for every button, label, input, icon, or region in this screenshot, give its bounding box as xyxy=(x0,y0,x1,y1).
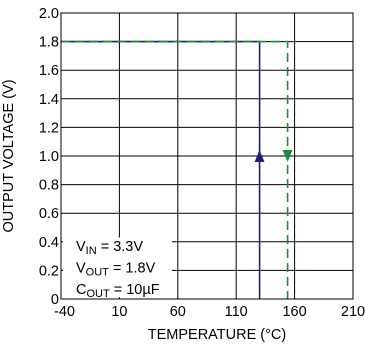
y-tick-label: 0.2 xyxy=(39,263,59,279)
y-tick-label: 1.6 xyxy=(39,63,59,79)
series-line-2 xyxy=(61,40,289,299)
series-layer xyxy=(61,40,293,299)
y-tick-label: 1.8 xyxy=(39,35,59,51)
y-tick-label: 1.4 xyxy=(39,92,59,108)
x-tick-label: -40 xyxy=(54,304,75,320)
x-tick-label: 160 xyxy=(282,304,306,320)
x-tick-label: 60 xyxy=(170,304,186,320)
series-arrow-1 xyxy=(254,150,265,162)
conditions-box: VIN = 3.3V VOUT = 1.8V COUT = 10µF xyxy=(63,237,172,300)
y-tick-label: 0.4 xyxy=(39,235,59,251)
y-tick-label: 2.0 xyxy=(39,6,59,22)
x-tick-label: 10 xyxy=(111,304,127,320)
tick-labels: -40 10 60 110 160 210 0 0.2 0.4 0.6 0.8 1.0 1.2 1.4 1.… xyxy=(39,6,365,320)
series-arrow-2 xyxy=(282,150,293,162)
conditions-box-bg xyxy=(63,237,172,297)
y-tick-label: 0.6 xyxy=(39,206,59,222)
condition-label: VOUT = 1.8V xyxy=(76,261,156,279)
y-tick-label: 1.2 xyxy=(39,120,59,136)
plot-frame xyxy=(60,12,354,300)
y-tick-label: 1.0 xyxy=(39,149,59,165)
condition-label: VIN = 3.3V xyxy=(76,239,143,257)
x-tick-label: 210 xyxy=(341,304,365,320)
condition-label: COUT = 10µF xyxy=(76,282,160,300)
x-axis-label: TEMPERATURE (°C) xyxy=(148,327,286,343)
x-tick-label: 110 xyxy=(225,304,248,320)
y-tick-label: 0.8 xyxy=(39,178,59,194)
y-axis-label: OUTPUT VOLTAGE (V) xyxy=(1,79,17,232)
y-tick-label: 0 xyxy=(51,292,59,308)
